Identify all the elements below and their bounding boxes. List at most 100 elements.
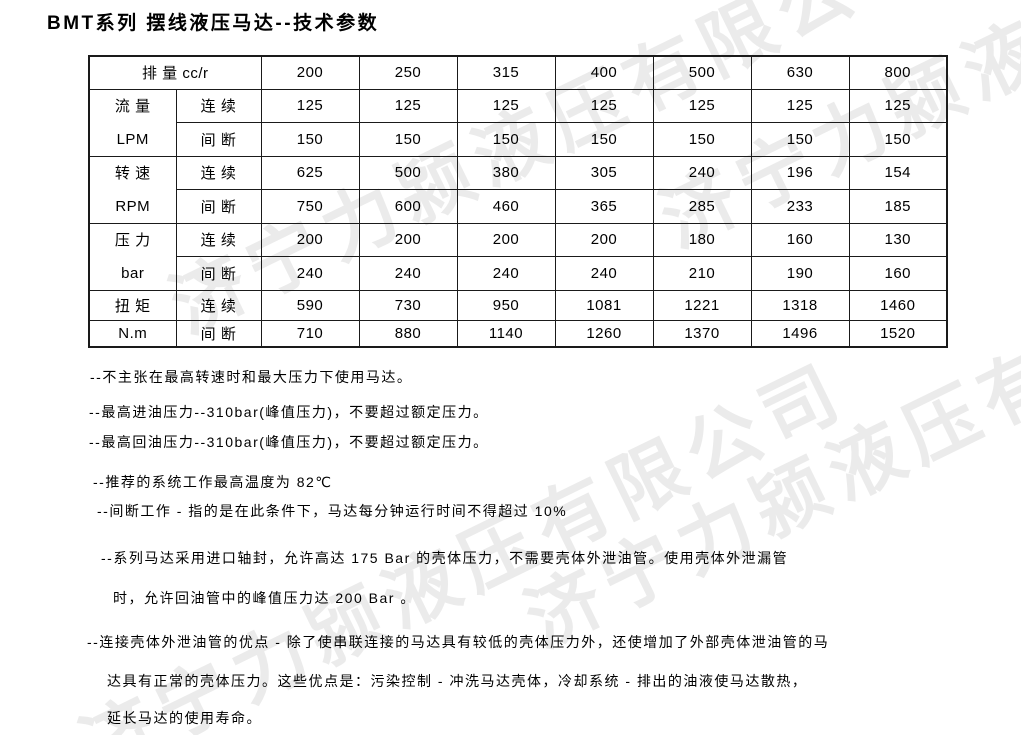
note-line: 达具有正常的壳体压力。这些优点是：污染控制 - 冲洗马达壳体，冷却系统 - 排出…	[107, 673, 808, 689]
value-cell: 305	[554, 155, 654, 190]
value-cell: 460	[456, 189, 556, 224]
value-cell: 150	[652, 122, 752, 157]
note-line: 时，允许回油管中的峰值压力达 200 Bar 。	[113, 590, 416, 606]
value-cell: 150	[358, 122, 458, 157]
value-cell: 180	[652, 222, 752, 257]
group-name-cn: 转 速	[114, 164, 151, 182]
value-cell: 285	[652, 189, 752, 224]
value-cell: 625	[260, 155, 360, 190]
mode-label: 间 断	[175, 122, 262, 157]
group-name-cn: 流 量	[114, 97, 151, 115]
table-row: 间 断 240 240 240 240 210 190 160	[89, 256, 948, 291]
note-line: 延长马达的使用寿命。	[107, 710, 262, 726]
displacement-header: 排 量 cc/r	[88, 55, 262, 90]
value-cell: 950	[456, 289, 556, 321]
value-cell: 150	[848, 122, 948, 157]
column-header: 800	[848, 55, 948, 90]
value-cell: 150	[260, 122, 360, 157]
value-cell: 125	[456, 88, 556, 123]
value-cell: 200	[554, 222, 654, 257]
value-cell: 750	[260, 189, 360, 224]
column-header: 250	[358, 55, 458, 90]
column-header: 315	[456, 55, 556, 90]
value-cell: 196	[750, 155, 850, 190]
value-cell: 1370	[652, 319, 752, 348]
note-line: --不主张在最高转速时和最大压力下使用马达。	[90, 369, 413, 385]
value-cell: 1460	[848, 289, 948, 321]
value-cell: 1318	[750, 289, 850, 321]
value-cell: 240	[652, 155, 752, 190]
value-cell: 1081	[554, 289, 654, 321]
note-line: --推荐的系统工作最高温度为 82℃	[93, 474, 333, 490]
value-cell: 365	[554, 189, 654, 224]
mode-label: 连 续	[175, 222, 262, 257]
row-group-label-pressure: 压 力 bar	[88, 222, 177, 291]
value-cell: 125	[358, 88, 458, 123]
table-row: 压 力 bar 连 续 200 200 200 200 180 160 130	[88, 222, 948, 291]
note-line: --最高回油压力--310bar(峰值压力)，不要超过额定压力。	[89, 434, 489, 450]
value-cell: 154	[848, 155, 948, 190]
value-cell: 200	[456, 222, 556, 257]
value-cell: 1221	[652, 289, 752, 321]
row-group-label-torque: 扭 矩	[88, 289, 177, 321]
value-cell: 710	[260, 319, 360, 348]
note-line: --最高进油压力--310bar(峰值压力)，不要超过额定压力。	[89, 404, 489, 420]
value-cell: 240	[260, 256, 360, 291]
value-cell: 160	[750, 222, 850, 257]
value-cell: 590	[260, 289, 360, 321]
group-name-unit: LPM	[116, 130, 149, 148]
value-cell: 500	[358, 155, 458, 190]
value-cell: 1496	[750, 319, 850, 348]
note-line: --系列马达采用进口轴封，允许高达 175 Bar 的壳体压力，不需要壳体外泄油…	[101, 550, 789, 566]
group-name-unit: bar	[121, 264, 145, 282]
value-cell: 210	[652, 256, 752, 291]
value-cell: 200	[358, 222, 458, 257]
value-cell: 160	[848, 256, 948, 291]
value-cell: 125	[554, 88, 654, 123]
mode-label: 间 断	[175, 189, 262, 224]
value-cell: 125	[750, 88, 850, 123]
page-title: BMT系列 摆线液压马达--技术参数	[47, 13, 380, 34]
value-cell: 190	[750, 256, 850, 291]
value-cell: 200	[260, 222, 360, 257]
row-group-label-speed: 转 速 RPM	[88, 155, 177, 224]
row-group-label-flow: 流 量 LPM	[88, 88, 177, 157]
mode-label: 连 续	[175, 88, 262, 123]
value-cell: 600	[358, 189, 458, 224]
table-row: 流 量 LPM 连 续 125 125 125 125 125 125 125	[88, 88, 948, 157]
table-header-row: 排 量 cc/r 200 250 315 400 500 630 800	[88, 55, 948, 90]
note-line: --间断工作 - 指的是在此条件下，马达每分钟运行时间不得超过 10%	[97, 503, 568, 519]
value-cell: 1140	[456, 319, 556, 348]
value-cell: 125	[848, 88, 948, 123]
column-header: 500	[652, 55, 752, 90]
note-line: --连接壳体外泄油管的优点 - 除了使串联连接的马达具有较低的壳体压力外，还使增…	[87, 634, 830, 650]
value-cell: 125	[260, 88, 360, 123]
value-cell: 125	[652, 88, 752, 123]
mode-label: 间 断	[175, 256, 262, 291]
value-cell: 380	[456, 155, 556, 190]
mode-label: 连 续	[175, 155, 262, 190]
row-group-label-torque-unit: N.m	[88, 319, 177, 348]
value-cell: 1260	[554, 319, 654, 348]
value-cell: 730	[358, 289, 458, 321]
table-row: 间 断 150 150 150 150 150 150 150	[89, 122, 948, 157]
value-cell: 150	[554, 122, 654, 157]
value-cell: 240	[554, 256, 654, 291]
mode-label: 连 续	[175, 289, 262, 321]
column-header: 400	[554, 55, 654, 90]
mode-label: 间 断	[175, 319, 262, 348]
value-cell: 240	[456, 256, 556, 291]
value-cell: 150	[750, 122, 850, 157]
value-cell: 880	[358, 319, 458, 348]
table-row: 扭 矩 连 续 590 730 950 1081 1221 1318 1460	[88, 289, 948, 321]
spec-table: 排 量 cc/r 200 250 315 400 500 630 800 流 量…	[88, 55, 948, 348]
table-row: 转 速 RPM 连 续 625 500 380 305 240 196 154	[88, 155, 948, 224]
value-cell: 1520	[848, 319, 948, 348]
table-row: 间 断 750 600 460 365 285 233 185	[89, 189, 948, 224]
value-cell: 240	[358, 256, 458, 291]
group-name-unit: RPM	[115, 197, 151, 215]
value-cell: 130	[848, 222, 948, 257]
table-row: N.m 间 断 710 880 1140 1260 1370 1496 1520	[88, 319, 948, 348]
group-name-cn: 压 力	[114, 231, 151, 249]
